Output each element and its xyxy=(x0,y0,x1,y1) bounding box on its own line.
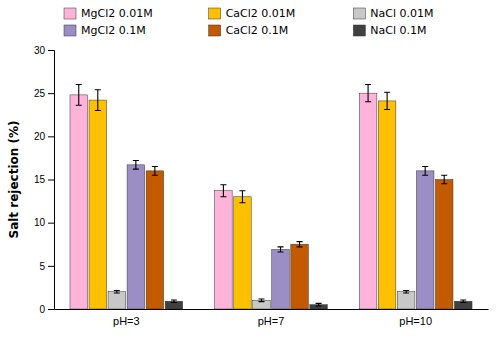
bar xyxy=(359,93,377,309)
tick: pH=3 xyxy=(113,315,140,327)
bar xyxy=(89,100,107,309)
tick-label: 25 xyxy=(34,88,46,99)
error-bar xyxy=(403,290,409,293)
marks xyxy=(70,85,472,309)
tick-label: 10 xyxy=(34,217,46,228)
legend-label: NaCl 0.1M xyxy=(370,24,426,37)
chart-container: 0 5 10 15 20 25 30 pH=3 pH=7 pH=10 Salt rejection … xyxy=(0,0,500,337)
tick-mark xyxy=(48,93,54,94)
bar xyxy=(397,292,415,309)
bar xyxy=(70,95,88,309)
bar xyxy=(272,249,290,309)
legend-swatch xyxy=(209,25,221,36)
error-bar xyxy=(365,85,371,102)
tick: 30 xyxy=(34,45,54,56)
legend-swatch xyxy=(64,8,76,19)
tick-mark xyxy=(48,50,54,51)
bar xyxy=(291,244,309,309)
legend-swatch xyxy=(209,8,221,19)
axis-line xyxy=(48,51,55,310)
bar xyxy=(108,292,126,309)
series xyxy=(127,161,434,309)
error-bar xyxy=(76,85,82,106)
error-bar xyxy=(384,92,390,109)
tick-mark xyxy=(48,180,54,181)
plot-area: 0 5 10 15 20 25 30 pH=3 pH=7 pH=10 xyxy=(34,45,489,327)
error-bar xyxy=(422,167,428,176)
tick-mark xyxy=(48,266,54,267)
legend-item: CaCl2 0.01M xyxy=(209,7,296,20)
error-bar xyxy=(152,167,158,176)
tick: 25 xyxy=(34,88,54,99)
legend-label: CaCl2 0.01M xyxy=(226,7,296,20)
bar xyxy=(234,197,252,309)
axis-line xyxy=(55,309,489,310)
legend-item: MgCl2 0.01M xyxy=(64,7,153,20)
legend-label: CaCl2 0.1M xyxy=(226,24,289,37)
error-bar xyxy=(95,90,101,111)
tick-label: 30 xyxy=(34,45,46,56)
legend-label: MgCl2 0.01M xyxy=(81,7,153,20)
error-bar xyxy=(114,290,120,293)
bar xyxy=(378,101,396,309)
tick-label: 20 xyxy=(34,131,46,142)
tick-mark xyxy=(48,309,54,310)
tick-label: pH=10 xyxy=(399,315,432,327)
tick: 0 xyxy=(39,304,54,315)
error-bar xyxy=(258,299,264,302)
tick: pH=10 xyxy=(399,315,432,327)
legend: MgCl2 0.01M CaCl2 0.01M NaCl 0.01M MgCl2 0.… xyxy=(64,7,434,37)
error-bar xyxy=(460,300,466,303)
tick-label: pH=7 xyxy=(258,315,285,327)
bar xyxy=(127,165,145,309)
series xyxy=(70,85,377,309)
bar xyxy=(146,171,164,309)
error-bar xyxy=(239,191,245,203)
tick: pH=7 xyxy=(258,315,285,327)
tick: 20 xyxy=(34,131,54,142)
legend-label: NaCl 0.01M xyxy=(370,7,433,20)
error-bar xyxy=(278,247,284,252)
series xyxy=(165,300,472,309)
bar xyxy=(215,191,233,309)
tick-label: 5 xyxy=(39,261,45,272)
error-bar xyxy=(316,303,322,306)
legend-swatch xyxy=(64,25,76,36)
tick-mark xyxy=(48,136,54,137)
tick-label: 15 xyxy=(34,174,46,185)
legend-item: MgCl2 0.1M xyxy=(64,24,146,37)
y-axis: 0 5 10 15 20 25 30 xyxy=(34,45,55,315)
tick: 5 xyxy=(39,261,54,272)
legend-item: CaCl2 0.1M xyxy=(209,24,289,37)
x-axis: pH=3 pH=7 pH=10 xyxy=(55,310,489,327)
legend-item: NaCl 0.01M xyxy=(353,7,433,20)
series xyxy=(89,90,396,309)
tick-label: 0 xyxy=(39,304,45,315)
legend-label: MgCl2 0.1M xyxy=(81,24,146,37)
chart-svg: 0 5 10 15 20 25 30 pH=3 pH=7 pH=10 Salt rejection … xyxy=(0,0,500,337)
tick-mark xyxy=(48,223,54,224)
tick: 10 xyxy=(34,217,54,228)
legend-item: NaCl 0.1M xyxy=(353,24,426,37)
series xyxy=(146,167,453,309)
y-axis-title: Salt rejection (%) xyxy=(7,121,21,239)
legend-swatch xyxy=(353,25,365,36)
legend-swatch xyxy=(353,8,365,19)
error-bar xyxy=(171,300,177,303)
error-bar xyxy=(220,185,226,197)
tick-label: pH=3 xyxy=(113,315,140,327)
error-bar xyxy=(297,242,303,247)
tick: 15 xyxy=(34,174,54,185)
bar xyxy=(435,180,453,310)
error-bar xyxy=(441,175,447,184)
error-bar xyxy=(133,161,139,170)
bar xyxy=(416,171,434,309)
